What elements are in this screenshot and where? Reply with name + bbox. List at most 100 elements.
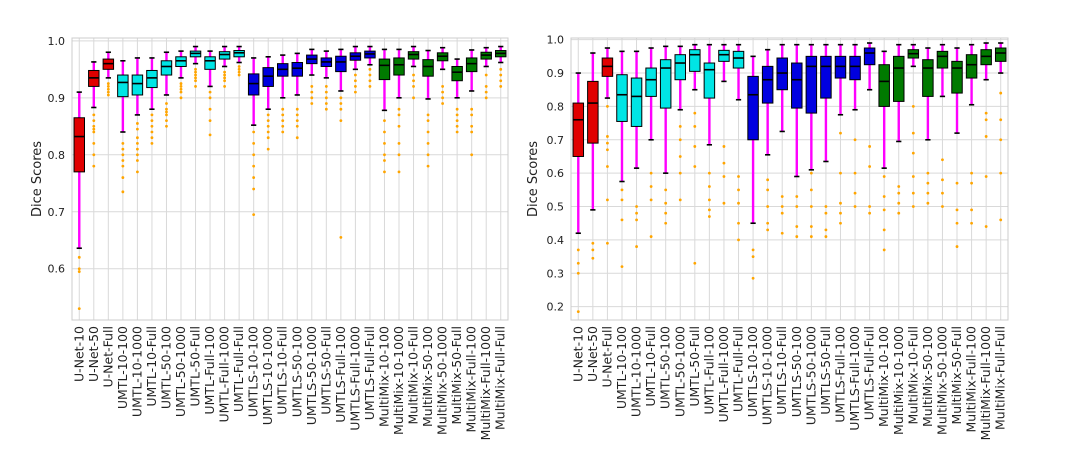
y-tick-label: 0.5	[547, 201, 565, 214]
flier-point	[339, 119, 343, 123]
flier-point	[383, 130, 386, 134]
flier-point	[295, 107, 299, 111]
flier-point	[412, 85, 415, 88]
flier-point	[824, 228, 828, 232]
flier-point	[77, 270, 81, 273]
flier-point	[955, 221, 959, 225]
x-tick-label: MultiMix-10-100	[376, 326, 391, 427]
flier-point	[223, 73, 227, 77]
flier-point	[766, 221, 770, 225]
x-tick-label: U-Net-50	[86, 326, 101, 382]
flier-point	[620, 265, 624, 269]
box-UMTL-Full-Full	[233, 45, 245, 77]
x-tick-label: MultiMix-Full-1000	[478, 326, 493, 440]
x-tick-label: MultiMix-50-1000	[934, 326, 949, 435]
box-body	[863, 47, 876, 66]
box-UMTLS-Full-1000	[349, 45, 362, 94]
flier-point	[106, 82, 110, 85]
flier-point	[252, 164, 256, 168]
flier-point	[150, 119, 154, 123]
flier-point	[92, 164, 96, 168]
box-UMTLS-Full-100	[834, 43, 847, 225]
flier-point	[368, 85, 372, 88]
flier-point	[136, 170, 139, 174]
box-body	[175, 56, 187, 67]
flier-point	[281, 113, 285, 117]
flier-point	[766, 188, 770, 192]
box-body	[994, 47, 1007, 62]
y-tick-label: 0.6	[547, 167, 565, 180]
flier-point	[868, 211, 872, 215]
flier-point	[150, 124, 154, 128]
flier-point	[926, 201, 930, 205]
flier-point	[620, 198, 624, 202]
flier-point	[766, 228, 770, 232]
y-tick-label: 0.4	[547, 234, 565, 247]
flier-point	[92, 113, 96, 117]
flier-point	[999, 91, 1003, 95]
flier-point	[751, 255, 755, 258]
flier-point	[737, 238, 740, 242]
flier-point	[707, 215, 711, 218]
x-tick-label: UMTL-50-1000	[173, 326, 188, 417]
flier-point	[136, 127, 139, 131]
flier-point	[266, 124, 270, 128]
flier-point	[383, 141, 386, 145]
box-MultiMix-10-Full	[907, 43, 920, 208]
flier-point	[397, 113, 401, 117]
flier-point	[693, 125, 697, 128]
box-MultiMix-50-Full	[451, 58, 463, 134]
x-tick-label: UMTLS-50-100	[289, 326, 304, 417]
flier-point	[136, 136, 139, 140]
box-MultiMix-10-100	[878, 50, 890, 252]
flier-point	[252, 141, 256, 145]
flier-point	[795, 225, 799, 228]
box-body	[616, 74, 628, 122]
box-body	[393, 57, 405, 76]
box-UMTL-50-100	[160, 51, 173, 128]
y-tick-label: 0.8	[547, 100, 565, 113]
flier-point	[324, 96, 328, 100]
flier-point	[368, 73, 372, 77]
flier-point	[484, 85, 488, 88]
box-UMTLS-10-100	[747, 55, 759, 280]
flier-point	[77, 255, 81, 259]
flier-point	[795, 205, 799, 208]
flier-point	[121, 164, 125, 168]
flier-point	[839, 211, 842, 215]
flier-point	[470, 153, 474, 157]
flier-point	[339, 102, 343, 105]
x-tick-label: UMTLS-Full-1000	[347, 326, 362, 431]
x-tick-label: UMTL-Full-Full	[231, 326, 246, 412]
flier-point	[678, 155, 682, 158]
flier-point	[795, 195, 799, 198]
flier-point	[693, 145, 697, 148]
x-tick-label: MultiMix-50-Full	[949, 326, 964, 425]
y-tick-label: 1.0	[48, 35, 66, 48]
flier-point	[707, 208, 711, 212]
box-MultiMix-Full-1000	[980, 42, 992, 228]
flier-point	[911, 205, 915, 208]
flier-point	[970, 221, 973, 225]
flier-point	[354, 90, 357, 94]
flier-point	[179, 96, 183, 100]
box-body	[776, 57, 788, 91]
flier-point	[999, 171, 1003, 175]
flier-point	[897, 191, 901, 195]
x-tick-label: UMTLS-Full-Full	[362, 326, 377, 420]
box-body	[204, 56, 216, 70]
x-tick-label: UMTL-10-Full	[144, 326, 159, 407]
flier-point	[926, 181, 930, 185]
x-tick-label: UMTLS-10-100	[246, 326, 261, 417]
flier-point	[397, 153, 401, 157]
y-tick-label: 0.9	[547, 67, 565, 80]
flier-point	[853, 171, 857, 175]
x-tick-label: MultiMix-Full-Full	[993, 326, 1008, 430]
box-body	[601, 57, 614, 77]
flier-point	[150, 130, 154, 134]
box-body	[732, 50, 745, 69]
box-UMTL-50-Full	[189, 45, 202, 88]
x-tick-label: MultiMix-Full-Full	[493, 326, 508, 430]
x-tick-label: UMTLS-Full-1000	[847, 326, 862, 431]
